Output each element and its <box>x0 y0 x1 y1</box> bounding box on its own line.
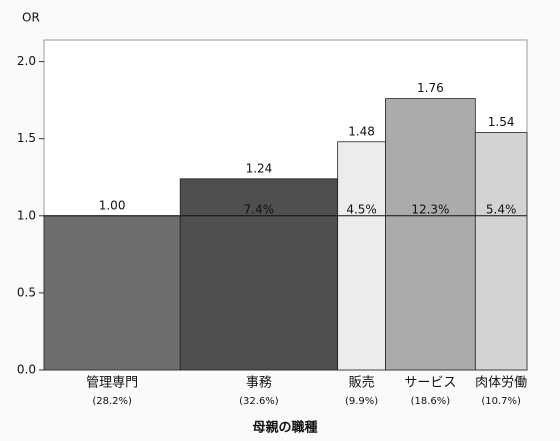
x-tick-label: 事務 <box>246 376 272 391</box>
share-label: (32.6%) <box>239 396 279 407</box>
bar <box>43 215 181 371</box>
x-axis-label: 母親の職種 <box>252 420 317 436</box>
inner-label: 5.4% <box>486 202 517 216</box>
y-axis-label: OR <box>22 11 40 25</box>
y-tick-label: 0.5 <box>17 285 36 299</box>
share-label: (28.2%) <box>92 396 132 407</box>
y-tick-label: 0.0 <box>17 363 36 377</box>
x-tick-label: サービス <box>404 376 456 391</box>
value-label: 1.48 <box>348 124 375 138</box>
inner-label: 7.4% <box>244 202 275 216</box>
value-label: 1.00 <box>99 198 126 212</box>
y-tick-label: 1.5 <box>17 131 36 145</box>
x-tick-label: 販売 <box>349 375 375 391</box>
inner-label: 12.3% <box>411 202 449 216</box>
value-label: 1.24 <box>246 161 273 175</box>
y-tick-label: 1.0 <box>17 208 36 222</box>
bar <box>474 132 528 371</box>
y-tick-label: 2.0 <box>17 54 36 68</box>
x-tick-label: 肉体労働 <box>475 376 527 391</box>
inner-label: 4.5% <box>346 202 377 216</box>
bar <box>179 178 339 371</box>
value-label: 1.76 <box>417 81 444 95</box>
x-tick-label: 管理専門 <box>86 376 138 391</box>
share-label: (18.6%) <box>411 396 451 407</box>
share-label: (9.9%) <box>345 396 378 407</box>
value-label: 1.54 <box>488 115 515 129</box>
bar <box>385 98 476 371</box>
bar <box>337 141 386 371</box>
share-label: (10.7%) <box>481 396 521 407</box>
